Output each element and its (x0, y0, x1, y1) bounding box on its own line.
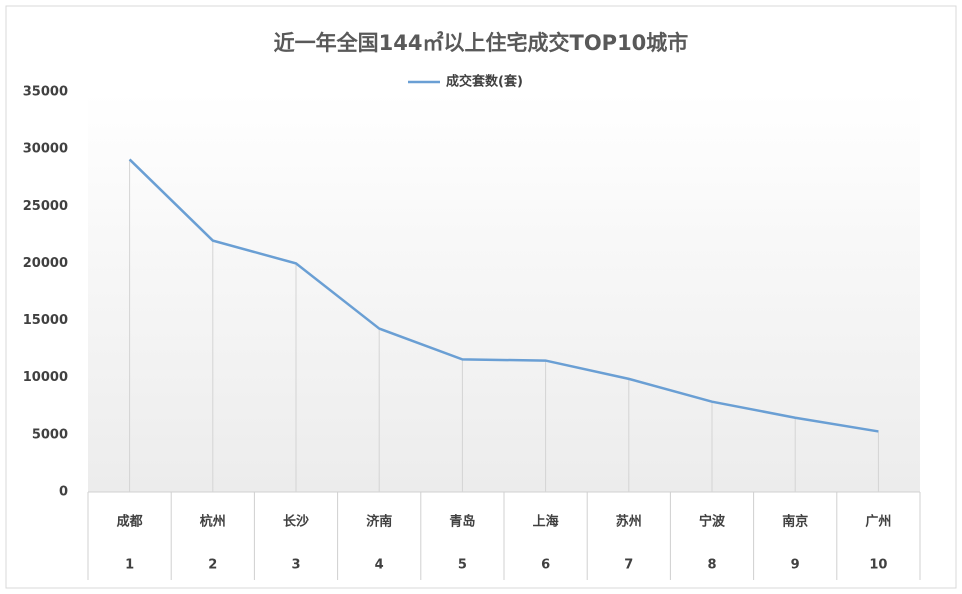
x-tick-label: 杭州 (200, 514, 226, 530)
x-tick-label: 南京 (782, 514, 808, 530)
x-tick-label: 成都 (117, 514, 143, 530)
rank-label: 6 (541, 558, 550, 573)
x-tick-label: 苏州 (616, 514, 642, 530)
y-tick-label: 15000 (23, 313, 68, 328)
x-tick-label: 上海 (533, 514, 559, 530)
x-tick-label: 青岛 (449, 514, 475, 530)
y-tick-label: 0 (59, 485, 68, 500)
rank-label: 5 (458, 558, 467, 573)
plot-area (88, 92, 920, 492)
rank-label: 9 (791, 558, 800, 573)
rank-label: 4 (375, 558, 384, 573)
legend-label: 成交套数(套) (446, 74, 523, 90)
rank-label: 1 (125, 558, 134, 573)
rank-label: 3 (291, 558, 300, 573)
y-tick-label: 30000 (23, 142, 68, 157)
y-tick-label: 10000 (23, 370, 68, 385)
x-tick-label: 长沙 (283, 514, 309, 530)
y-tick-label: 25000 (23, 199, 68, 214)
rank-label: 8 (707, 558, 716, 573)
rank-label: 2 (208, 558, 217, 573)
rank-label: 7 (624, 558, 633, 573)
series-line (128, 158, 879, 433)
chart-title: 近一年全国144㎡以上住宅成交TOP10城市 (274, 31, 689, 55)
x-tick-label: 济南 (366, 514, 392, 530)
y-tick-label: 5000 (32, 427, 68, 442)
y-tick-label: 35000 (23, 85, 68, 100)
y-tick-label: 20000 (23, 256, 68, 271)
x-tick-label: 宁波 (699, 514, 726, 530)
rank-label: 10 (869, 558, 887, 573)
x-tick-label: 广州 (865, 514, 891, 530)
